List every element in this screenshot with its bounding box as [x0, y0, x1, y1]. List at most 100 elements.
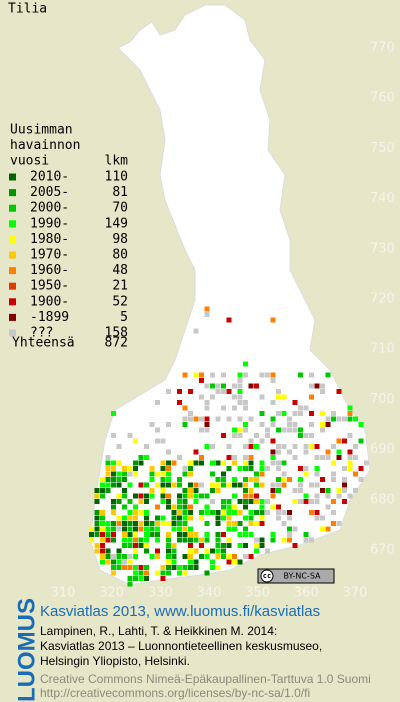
cell — [232, 510, 237, 515]
cell — [347, 466, 353, 471]
cell — [166, 477, 171, 482]
cell — [287, 510, 292, 515]
cell — [331, 411, 336, 416]
cell — [276, 466, 281, 471]
legend-label: 2010- — [30, 170, 69, 185]
cell — [193, 416, 199, 422]
legend-count: 80 — [112, 248, 128, 263]
cell — [127, 576, 133, 581]
cell — [237, 383, 243, 389]
cell — [105, 554, 111, 559]
cell — [270, 438, 276, 444]
legend-swatch — [9, 251, 16, 259]
badge-cc: cc — [263, 572, 271, 580]
cell — [303, 537, 309, 543]
footer-link[interactable]: Kasviatlas 2013, www.luomus.fi/kasviatla… — [40, 603, 320, 620]
cell — [226, 466, 232, 471]
cell — [133, 438, 138, 444]
cell — [182, 565, 188, 570]
cell — [292, 444, 298, 449]
cell — [281, 471, 287, 477]
cell — [287, 449, 292, 455]
cell — [287, 526, 292, 532]
cell — [111, 526, 116, 532]
cell — [210, 559, 215, 565]
cell — [270, 504, 276, 510]
species-title: Tilia — [8, 2, 47, 17]
cell — [171, 521, 177, 526]
cell — [171, 515, 177, 521]
cell — [292, 499, 298, 504]
cell — [144, 532, 149, 537]
cell — [199, 543, 204, 548]
cell — [111, 532, 116, 537]
cell — [215, 543, 221, 548]
cell — [303, 471, 309, 477]
cell — [182, 488, 188, 493]
cell — [353, 471, 358, 477]
legend-label: 1990- — [30, 216, 69, 231]
cell — [226, 482, 232, 488]
legend-count: 81 — [112, 185, 128, 200]
cell — [320, 422, 325, 427]
cell — [171, 526, 177, 532]
cell — [215, 565, 221, 570]
citation-line: Lampinen, R., Lahti, T. & Heikkinen M. 2… — [40, 624, 277, 638]
legend-label: 1900- — [30, 294, 69, 309]
cell — [199, 482, 204, 488]
cell — [199, 554, 204, 559]
cell — [215, 510, 221, 515]
cell — [243, 515, 248, 521]
cell — [336, 416, 342, 422]
cell — [353, 455, 358, 460]
cell — [243, 455, 248, 460]
axis-ticks: 770 760 750 740 730 720 710 700 690 680 670 310 320 3… — [51, 41, 395, 601]
cell — [287, 532, 292, 537]
cell — [243, 400, 248, 405]
cell — [259, 411, 265, 416]
cell — [210, 471, 215, 477]
cell — [210, 565, 215, 570]
cell — [182, 422, 188, 427]
cell — [243, 460, 248, 466]
cell — [182, 466, 188, 471]
cell — [138, 460, 144, 466]
cell — [248, 416, 254, 422]
cell — [276, 510, 281, 515]
cell — [127, 521, 133, 526]
cell — [144, 510, 149, 515]
cell — [133, 466, 138, 471]
y-tick-label: 670 — [370, 543, 395, 558]
cell — [155, 471, 160, 477]
cell — [122, 543, 127, 548]
legend-count: 48 — [112, 263, 128, 278]
cell — [166, 449, 171, 455]
cell — [94, 521, 100, 526]
cell — [325, 372, 331, 378]
cell — [94, 526, 100, 532]
cell — [309, 394, 314, 400]
cell — [199, 394, 204, 400]
cell — [160, 471, 166, 477]
cell — [182, 372, 188, 378]
cell — [188, 510, 193, 515]
cell — [111, 411, 116, 416]
cell — [127, 433, 133, 438]
legend-label: 2000- — [30, 201, 69, 216]
cell — [237, 433, 243, 438]
cell — [292, 411, 298, 416]
cell — [166, 543, 171, 548]
cell — [94, 515, 100, 521]
cell — [100, 543, 105, 548]
cell — [248, 477, 254, 482]
cell — [265, 548, 270, 554]
cell — [221, 548, 226, 554]
cell — [204, 383, 210, 389]
cell — [138, 493, 144, 499]
cell — [287, 515, 292, 521]
cell — [314, 455, 320, 460]
cell — [342, 438, 347, 444]
cell — [204, 422, 210, 427]
cell — [116, 460, 122, 466]
cell — [276, 477, 281, 482]
